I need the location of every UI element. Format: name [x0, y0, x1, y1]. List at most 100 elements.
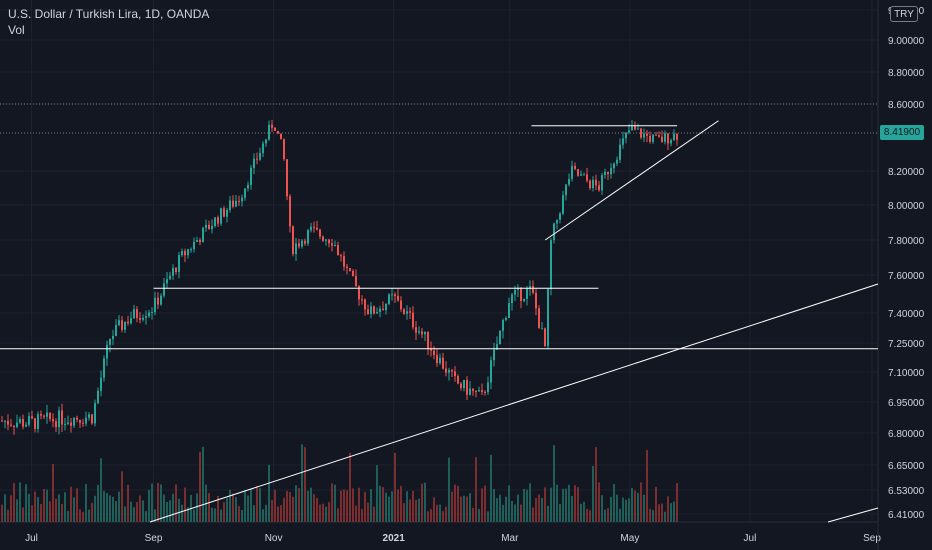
candle-body	[226, 209, 228, 217]
candle-body	[289, 196, 291, 227]
volume-bar	[73, 497, 75, 522]
candle-body	[55, 421, 57, 428]
candle-body	[247, 184, 249, 189]
candle-body	[298, 243, 300, 247]
volume-bar	[82, 511, 84, 522]
candle-body	[595, 179, 597, 186]
volume-bar	[355, 505, 357, 522]
candle-body	[550, 240, 552, 290]
candle-body	[382, 308, 384, 311]
candle-body	[610, 168, 612, 175]
volume-bar	[484, 485, 486, 522]
volume-bar	[49, 501, 51, 522]
candle-body	[40, 414, 42, 416]
volume-bar	[487, 511, 489, 522]
volume-bar	[85, 484, 87, 522]
volume-bar	[16, 499, 18, 522]
candle-body	[340, 255, 342, 257]
candle-body	[475, 391, 477, 393]
volume-bar	[640, 482, 642, 522]
candle-body	[46, 412, 48, 417]
volume-bar	[13, 482, 15, 522]
volume-bar	[226, 498, 228, 522]
volume-bar	[436, 504, 438, 522]
candle-body	[397, 295, 399, 301]
candle-body	[85, 417, 87, 424]
volume-bar	[625, 499, 627, 522]
currency-badge[interactable]: TRY	[890, 6, 918, 22]
y-tick-label: 8.20000	[888, 167, 925, 178]
y-tick-label: 8.80000	[888, 68, 925, 79]
candle-body	[229, 200, 231, 210]
volume-bar	[310, 487, 312, 522]
volume-bar	[238, 505, 240, 522]
volume-bar	[556, 484, 558, 522]
volume-bar	[268, 464, 270, 522]
volume-bar	[424, 482, 426, 522]
volume-bar	[481, 488, 483, 522]
candle-body	[250, 167, 252, 185]
candle-body	[190, 249, 192, 251]
volume-bar	[433, 497, 435, 522]
candle-body	[295, 243, 297, 255]
volume-bar	[367, 502, 369, 522]
candle-body	[676, 133, 678, 140]
candle-body	[232, 200, 234, 207]
candle-body	[448, 369, 450, 373]
candle-body	[115, 325, 117, 336]
volume-bar	[133, 507, 135, 522]
candle-body	[520, 287, 522, 302]
volume-bar	[223, 502, 225, 522]
volume-bar	[607, 508, 609, 522]
volume-bar	[649, 508, 651, 522]
candle-body	[70, 422, 72, 426]
candle-body	[97, 390, 99, 404]
candle-body	[415, 327, 417, 333]
volume-bar	[169, 500, 171, 522]
volume-bar	[175, 484, 177, 522]
candle-body	[163, 283, 165, 296]
volume-bar	[7, 509, 9, 522]
candle-body	[376, 312, 378, 314]
candle-body	[592, 179, 594, 189]
candle-body	[334, 245, 336, 247]
volume-bar	[637, 492, 639, 522]
candle-body	[607, 171, 609, 175]
volume-bar	[28, 493, 30, 522]
volume-bar	[250, 489, 252, 522]
candle-body	[640, 128, 642, 138]
candle-body	[235, 200, 237, 207]
volume-bar	[319, 504, 321, 522]
volume-bar	[406, 491, 408, 522]
volume-bar	[4, 494, 6, 522]
volume-bar	[349, 452, 351, 522]
volume-bar	[55, 498, 57, 522]
volume-bar	[100, 458, 102, 522]
volume-bar	[256, 485, 258, 522]
candle-body	[220, 208, 222, 224]
triangle-rising-line	[544, 120, 719, 241]
volume-bar	[31, 505, 33, 522]
volume-bar	[313, 494, 315, 522]
volume-bar	[670, 503, 672, 522]
candle-body	[541, 328, 543, 330]
volume-bar	[67, 510, 69, 522]
volume-bar	[457, 485, 459, 522]
volume-bar	[217, 496, 219, 522]
volume-bar	[118, 491, 120, 522]
candle-body	[673, 133, 675, 141]
candle-body	[244, 188, 246, 198]
candle-body	[463, 379, 465, 389]
candle-body	[664, 133, 666, 142]
candle-body	[406, 311, 408, 314]
candle-body	[478, 390, 480, 392]
candle-body	[631, 126, 633, 131]
volume-bar	[232, 493, 234, 522]
volume-bar	[292, 496, 294, 522]
candle-body	[151, 312, 153, 314]
volume-bar	[550, 487, 552, 522]
candle-body	[328, 239, 330, 244]
volume-bar	[493, 488, 495, 522]
candle-body	[430, 348, 432, 351]
